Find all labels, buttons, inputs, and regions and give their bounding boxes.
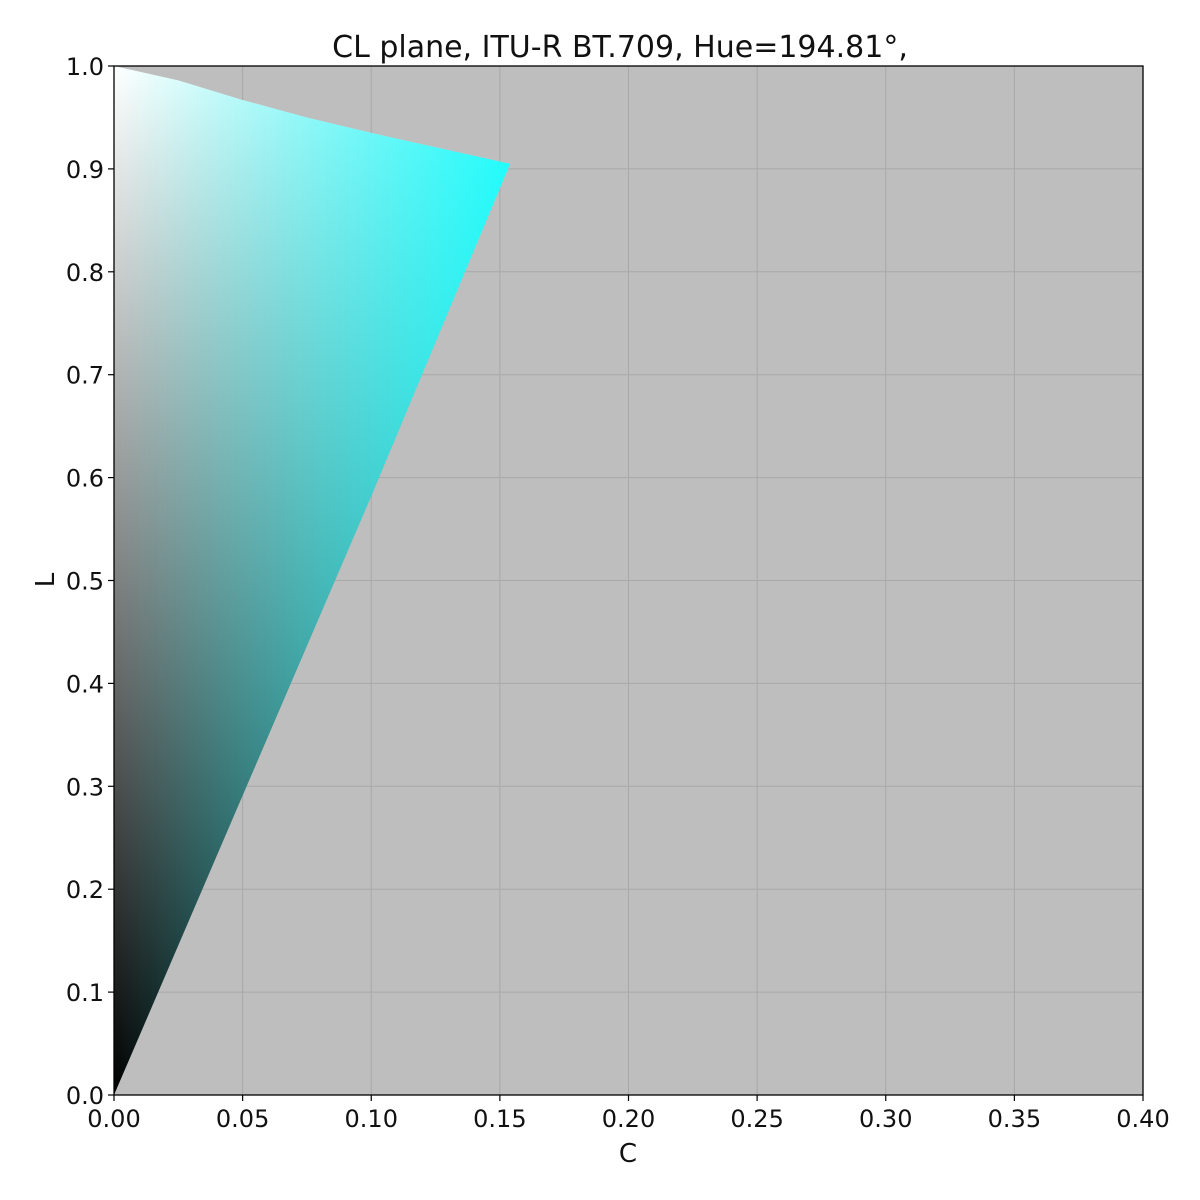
x-tick-label: 0.20 [602,1105,655,1133]
x-tick-label: 0.05 [216,1105,269,1133]
x-tick-label: 0.00 [87,1105,140,1133]
y-tick-label: 0.7 [66,362,104,390]
y-tick-label: 0.0 [66,1082,104,1110]
x-tick-label: 0.40 [1116,1105,1169,1133]
x-tick-label: 0.30 [859,1105,912,1133]
y-tick-label: 0.2 [66,876,104,904]
y-axis-label: L [31,572,61,587]
x-tick-label: 0.15 [473,1105,526,1133]
axis-ticks: 0.00 0.05 0.10 0.15 0.20 0.25 0.30 0.35 0.40 0.0 0… [66,53,1170,1133]
y-tick-label: 0.1 [66,979,104,1007]
chart-title: CL plane, ITU-R BT.709, Hue=194.81°, [332,30,908,65]
y-tick-label: 1.0 [66,53,104,81]
y-tick-label: 0.8 [66,259,104,287]
x-tick-label: 0.25 [730,1105,783,1133]
y-tick-label: 0.5 [66,568,104,596]
x-axis-label: C [619,1139,637,1169]
y-tick-label: 0.4 [66,670,104,698]
y-tick-label: 0.6 [66,465,104,493]
x-tick-label: 0.10 [345,1105,398,1133]
y-tick-label: 0.9 [66,156,104,184]
x-tick-label: 0.35 [988,1105,1041,1133]
y-tick-label: 0.3 [66,773,104,801]
